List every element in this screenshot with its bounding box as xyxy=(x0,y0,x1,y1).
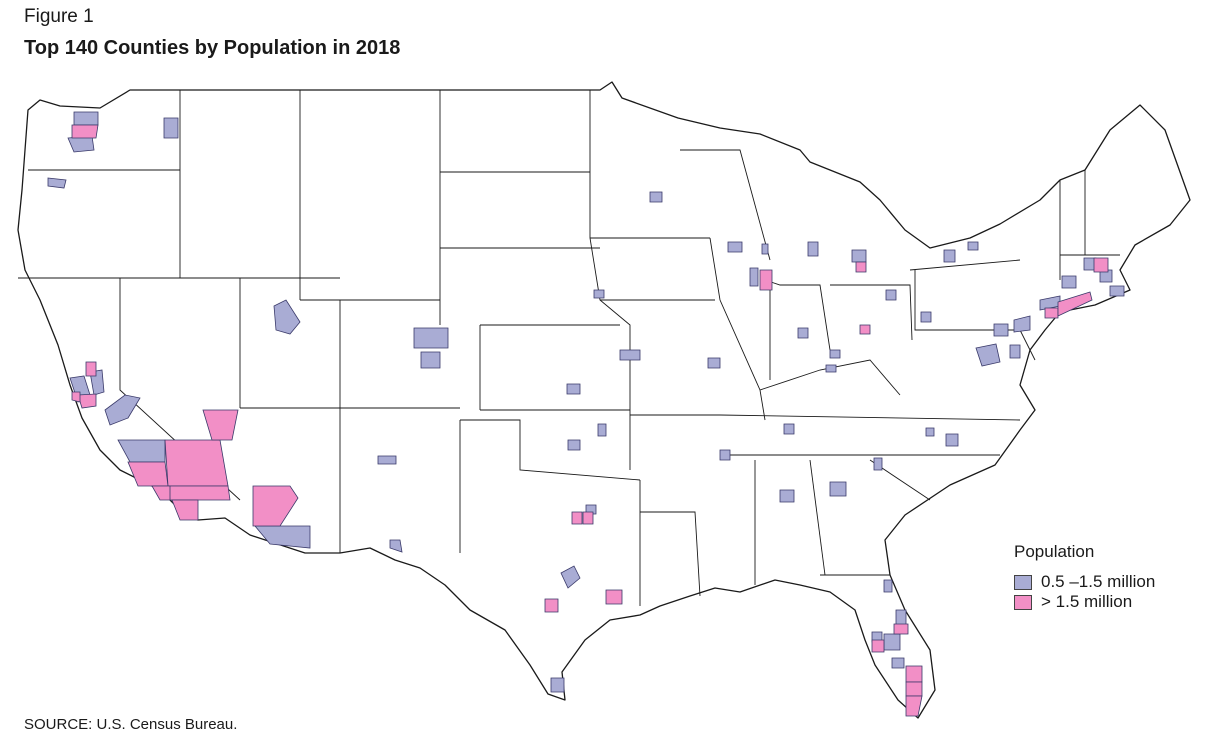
county-duval xyxy=(883,579,893,593)
county-st-louis xyxy=(707,357,721,369)
county-maricopa xyxy=(252,485,299,527)
county-travis xyxy=(560,565,581,589)
county-new-york xyxy=(1044,307,1059,319)
county-king xyxy=(71,124,99,139)
county-seattle xyxy=(73,111,99,126)
county-hillsborough xyxy=(871,639,885,653)
us-outline xyxy=(17,81,1191,719)
legend-label-medium: 0.5 –1.5 million xyxy=(1041,572,1156,591)
legend-swatch-medium xyxy=(1014,574,1032,590)
county-alameda xyxy=(71,391,81,403)
county-davidson xyxy=(783,423,795,435)
state-borders xyxy=(18,90,1120,606)
county-fairfax xyxy=(1009,344,1021,359)
county-jefferson-ky xyxy=(825,364,837,373)
county-lee xyxy=(891,657,905,669)
county-broward xyxy=(905,681,923,697)
county-franklin-oh xyxy=(859,324,871,335)
legend-item-medium: 0.5 –1.5 million xyxy=(1014,572,1155,592)
figure-label: Figure 1 xyxy=(24,6,94,27)
county-san-bernardino xyxy=(164,439,229,487)
county-wayne xyxy=(855,261,867,273)
county-hennepin xyxy=(649,191,663,203)
county-orange-ca xyxy=(151,485,171,501)
county-philadelphia xyxy=(1013,315,1031,333)
county-long-island xyxy=(1057,291,1093,317)
county-douglas-ne xyxy=(593,289,605,299)
county-salt-lake xyxy=(273,299,301,335)
county-shelby xyxy=(719,449,731,461)
county-polk-fl xyxy=(883,633,901,651)
county-san-diego xyxy=(171,499,199,521)
counties-medium xyxy=(47,111,1125,693)
county-mecklenburg xyxy=(873,457,883,471)
county-marion xyxy=(797,327,809,339)
county-hamilton-oh xyxy=(829,349,841,359)
county-kent xyxy=(807,241,819,257)
county-tulsa xyxy=(597,423,607,437)
county-erie-ny xyxy=(943,249,956,263)
county-baltimore xyxy=(993,323,1009,337)
figure-title: Top 140 Counties by Population in 2018 xyxy=(24,37,401,59)
source-note: SOURCE: U.S. Census Bureau. xyxy=(24,716,238,733)
county-cook xyxy=(759,269,773,291)
county-el-paso-tx xyxy=(389,539,403,553)
county-miami-dade xyxy=(905,695,923,717)
county-portland xyxy=(47,177,67,189)
county-bernalillo xyxy=(377,455,397,465)
county-milwaukee xyxy=(761,243,769,255)
county-dc-area xyxy=(975,343,1001,367)
county-allegheny xyxy=(920,311,932,323)
county-riverside xyxy=(167,485,231,501)
county-hidalgo xyxy=(550,677,565,693)
legend-item-large: > 1.5 million xyxy=(1014,592,1155,612)
legend: Population 0.5 –1.5 million > 1.5 millio… xyxy=(1014,542,1155,612)
county-palm-beach xyxy=(905,665,923,683)
county-wake xyxy=(945,433,959,447)
county-clark xyxy=(202,409,239,441)
county-spokane xyxy=(163,117,179,139)
legend-title: Population xyxy=(1014,542,1095,561)
legend-swatch-large xyxy=(1014,594,1032,610)
county-middlesex xyxy=(1093,257,1109,273)
county-jackson-mo xyxy=(619,349,641,361)
county-fresno xyxy=(104,394,141,426)
county-sedgwick xyxy=(566,383,581,395)
county-oklahoma xyxy=(567,439,581,451)
county-cuyahoga xyxy=(885,289,897,301)
county-jefferson-al xyxy=(779,489,795,503)
county-hartford xyxy=(1061,275,1077,289)
counties-large xyxy=(71,124,1109,717)
county-norfolk xyxy=(1109,285,1125,297)
county-dane xyxy=(727,241,743,253)
county-tarrant xyxy=(571,511,583,525)
county-pima xyxy=(254,525,311,549)
county-sacramento xyxy=(85,361,97,377)
county-bexar xyxy=(544,598,559,613)
legend-label-large: > 1.5 million xyxy=(1041,592,1133,611)
county-knox xyxy=(925,427,935,437)
county-fulton xyxy=(829,481,847,497)
county-lake-il xyxy=(749,267,759,287)
county-el-paso-co xyxy=(420,351,441,369)
county-denver xyxy=(413,327,449,349)
county-santa-clara xyxy=(77,393,97,409)
county-dallas xyxy=(582,511,594,525)
county-los-angeles xyxy=(127,461,169,487)
county-oakland xyxy=(851,249,867,263)
county-monroe-ny xyxy=(967,241,979,251)
county-harris xyxy=(605,589,623,605)
county-orange-fl xyxy=(893,623,909,635)
